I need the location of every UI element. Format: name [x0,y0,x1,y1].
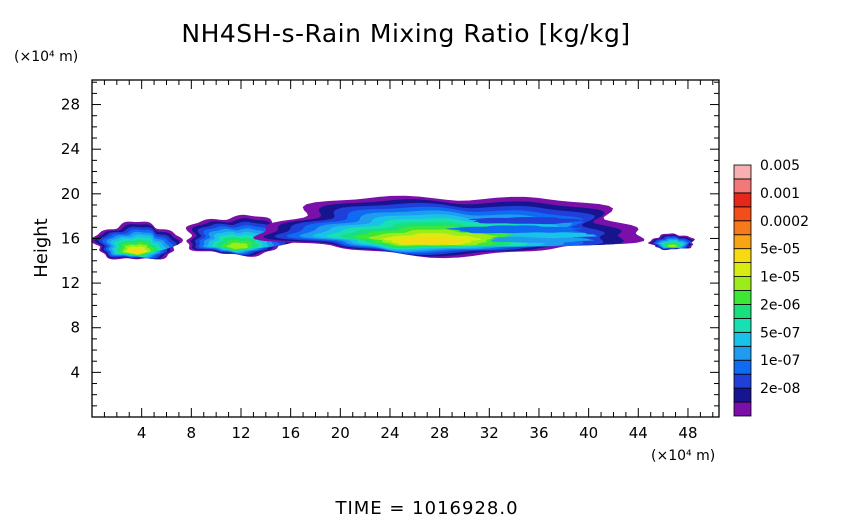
contour-main-cloud-level-11 [396,236,465,245]
x-tick-label: 40 [579,424,598,442]
y-tick-label: 16 [61,229,80,247]
colorbar-swatch [733,317,752,333]
y-tick-label: 20 [61,185,80,203]
x-axis: 4 8 12 16 20 24 28 32 36 40 44 48 [103,80,714,442]
colorbar-label: 2e-06 [760,297,800,313]
mixing-ratio-field [92,195,695,260]
colorbar-label: 2e-08 [760,381,800,397]
y-axis-title: Height [31,218,52,278]
x-tick-label: 20 [331,424,350,442]
colorbar-swatch [733,387,752,403]
x-tick-label: 48 [678,424,697,442]
streak-2 [490,236,594,244]
colorbar-swatch [733,234,752,250]
colorbar-swatch [733,220,752,236]
plot-area-frame [91,79,720,418]
contour-right-cloud-level-9 [668,244,678,248]
x-tick-label: 4 [137,424,147,442]
colorbar-swatch [733,373,752,389]
y-tick-label: 12 [61,274,80,292]
x-tick-label: 12 [231,424,250,442]
x-tick-label: 36 [529,424,548,442]
time-label: TIME = 1016928.0 [334,498,518,519]
y-axis: 4 8 12 16 20 24 28 [61,81,719,407]
colorbar-label: 0.001 [760,186,800,202]
colorbar-swatch [733,248,752,264]
contour-left-cloud-level-11 [129,248,144,254]
colorbar-swatch [733,401,752,417]
colorbar-swatch [733,192,752,208]
colorbar-swatch [733,290,752,305]
colorbar-label: 0.0002 [760,214,809,230]
contour-cloud-mid-left-level-9 [226,242,249,250]
colorbar-label: 0.005 [760,158,800,174]
colorbar-label: 5e-07 [760,325,800,341]
field-cloud-mid-left [185,214,297,257]
colorbar-swatch [733,359,752,375]
colorbar-swatch [733,164,752,180]
field-main-cloud-streaks [446,217,598,244]
colorbar-swatch [733,304,752,319]
y-tick-label: 28 [61,96,80,114]
x-tick-label: 24 [380,424,399,442]
colorbar-label: 5e-05 [760,242,800,258]
colorbar-swatch [733,345,752,361]
x-tick-label: 8 [187,424,197,442]
x-tick-label: 28 [430,424,449,442]
x-tick-label: 16 [281,424,300,442]
colorbar-label: 1e-07 [760,353,800,369]
field-right-cloud [648,233,695,251]
colorbar-swatch [733,331,752,347]
y-axis-unit-label: (×10⁴ m) [14,49,78,65]
x-tick-label: 32 [480,424,499,442]
x-tick-label: 44 [629,424,648,442]
colorbar-swatch [733,206,752,222]
colorbar-swatch [733,276,752,291]
streak-1 [468,217,590,225]
colorbar-swatch [733,178,752,194]
chart-title: NH4SH-s-Rain Mixing Ratio [kg/kg] [181,19,630,48]
colorbar-legend: 2e-08 1e-07 5e-07 2e-06 1e-05 5e-05 0.0002 0.00… [733,158,809,417]
colorbar-swatch [733,262,752,277]
y-tick-label: 4 [70,363,80,381]
streak-3 [506,232,598,239]
field-main-cloud [253,195,645,259]
y-tick-label: 24 [61,140,80,158]
x-axis-unit-label: (×10⁴ m) [651,448,715,464]
colorbar-label: 1e-05 [760,270,800,286]
field-left-cloud [92,221,183,260]
streak-0 [446,225,583,234]
y-tick-label: 8 [70,319,80,337]
